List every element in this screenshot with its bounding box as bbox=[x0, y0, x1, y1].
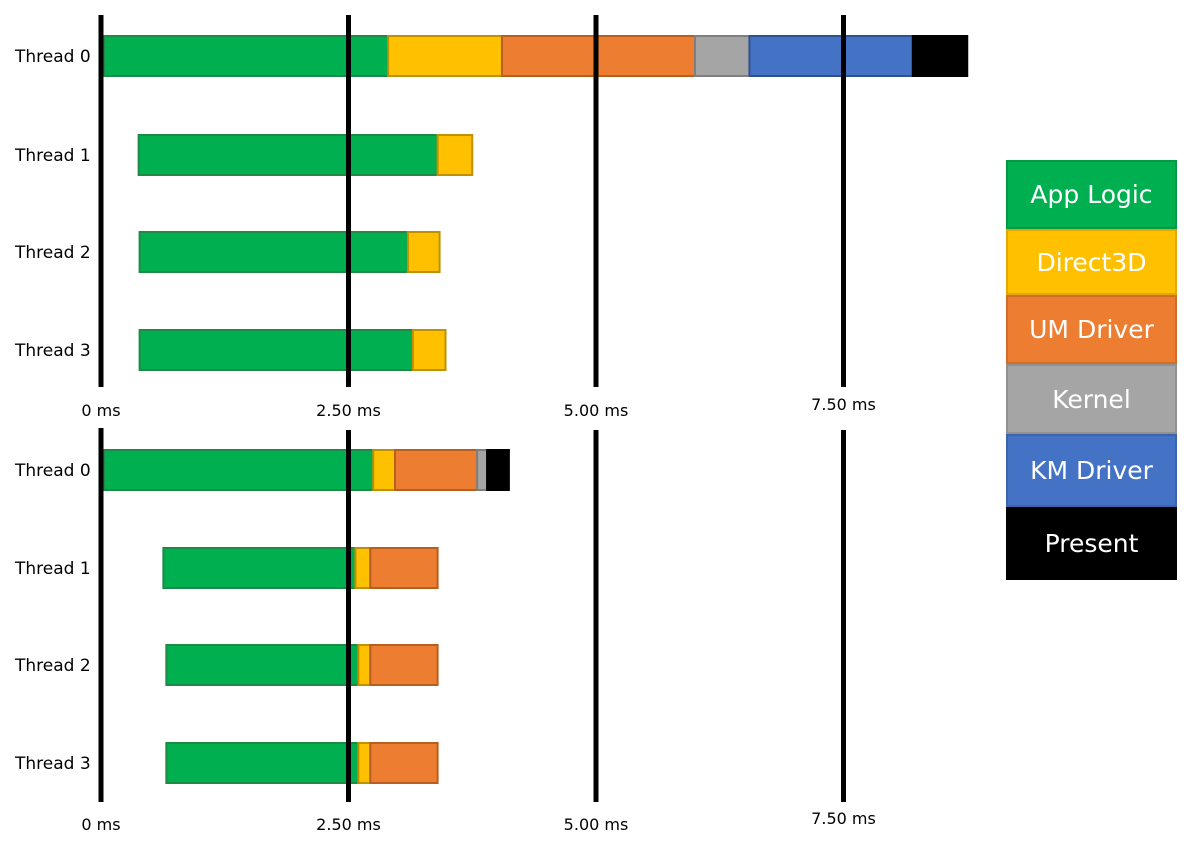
bar-segment-direct3d bbox=[436, 134, 474, 176]
bar-segment-app-logic bbox=[165, 644, 360, 686]
thread-label: Thread 1 bbox=[14, 559, 91, 579]
legend: App Logic Direct3D UM Driver Kernel KM Drive… bbox=[1006, 160, 1177, 580]
bar-segment-direct3d bbox=[406, 231, 441, 273]
tick-label: 7.50 ms bbox=[811, 809, 876, 828]
tick-label: 2.50 ms bbox=[316, 401, 381, 420]
legend-item-kernel: Kernel bbox=[1006, 364, 1177, 434]
legend-item-km-driver: KM Driver bbox=[1006, 434, 1177, 507]
bar-segment-app-logic bbox=[102, 35, 390, 77]
legend-item-present: Present bbox=[1006, 507, 1177, 580]
bar-segment-app-logic bbox=[137, 134, 439, 176]
bar-segment-um-driver bbox=[369, 742, 439, 784]
tick-label: 7.50 ms bbox=[811, 395, 876, 414]
bar-segment-direct3d bbox=[372, 449, 397, 491]
bar-segment-direct3d bbox=[357, 742, 372, 784]
timeline-chart: Thread 0 Thread 1 Thread 2 Thread 3 0 ms 2.50… bbox=[14, 15, 969, 834]
thread-label: Thread 0 bbox=[14, 47, 91, 67]
thread-label: Thread 1 bbox=[14, 146, 91, 166]
bar-segment-direct3d bbox=[387, 35, 503, 77]
timeline-panel-2: Thread 0 Thread 1 Thread 2 Thread 3 0 ms 2.50… bbox=[14, 428, 876, 834]
thread-label: Thread 3 bbox=[14, 754, 91, 774]
thread-label: Thread 2 bbox=[14, 656, 91, 676]
tick-label: 2.50 ms bbox=[316, 815, 381, 834]
tick-label: 5.00 ms bbox=[564, 401, 629, 420]
bar-segment-app-logic bbox=[165, 742, 360, 784]
bar-segment-direct3d bbox=[411, 329, 447, 371]
bar-segment-km-driver bbox=[748, 35, 914, 77]
bar-segment-um-driver bbox=[369, 644, 439, 686]
thread-label: Thread 2 bbox=[14, 243, 91, 263]
bar-segment-kernel bbox=[694, 35, 751, 77]
tick-label: 0 ms bbox=[81, 815, 120, 834]
thread-label: Thread 3 bbox=[14, 341, 91, 361]
timeline-panel-1: Thread 0 Thread 1 Thread 2 Thread 3 0 ms 2.50… bbox=[14, 15, 969, 420]
legend-item-app-logic: App Logic bbox=[1006, 160, 1177, 229]
bar-segment-app-logic bbox=[102, 449, 375, 491]
tick-label: 5.00 ms bbox=[564, 815, 629, 834]
thread-label: Thread 0 bbox=[14, 461, 91, 481]
bar-segment-app-logic bbox=[162, 547, 357, 589]
bar-segment-um-driver bbox=[394, 449, 479, 491]
bar-segment-present bbox=[486, 449, 510, 491]
bar-segment-um-driver bbox=[369, 547, 439, 589]
bar-segment-app-logic bbox=[138, 329, 414, 371]
tick-label: 0 ms bbox=[81, 401, 120, 420]
bar-segment-direct3d bbox=[354, 547, 372, 589]
bar-segment-direct3d bbox=[357, 644, 372, 686]
bar-segment-kernel bbox=[476, 449, 489, 491]
legend-item-um-driver: UM Driver bbox=[1006, 295, 1177, 364]
bar-segment-app-logic bbox=[138, 231, 409, 273]
bar-segment-present bbox=[911, 35, 969, 77]
legend-item-direct3d: Direct3D bbox=[1006, 229, 1177, 295]
